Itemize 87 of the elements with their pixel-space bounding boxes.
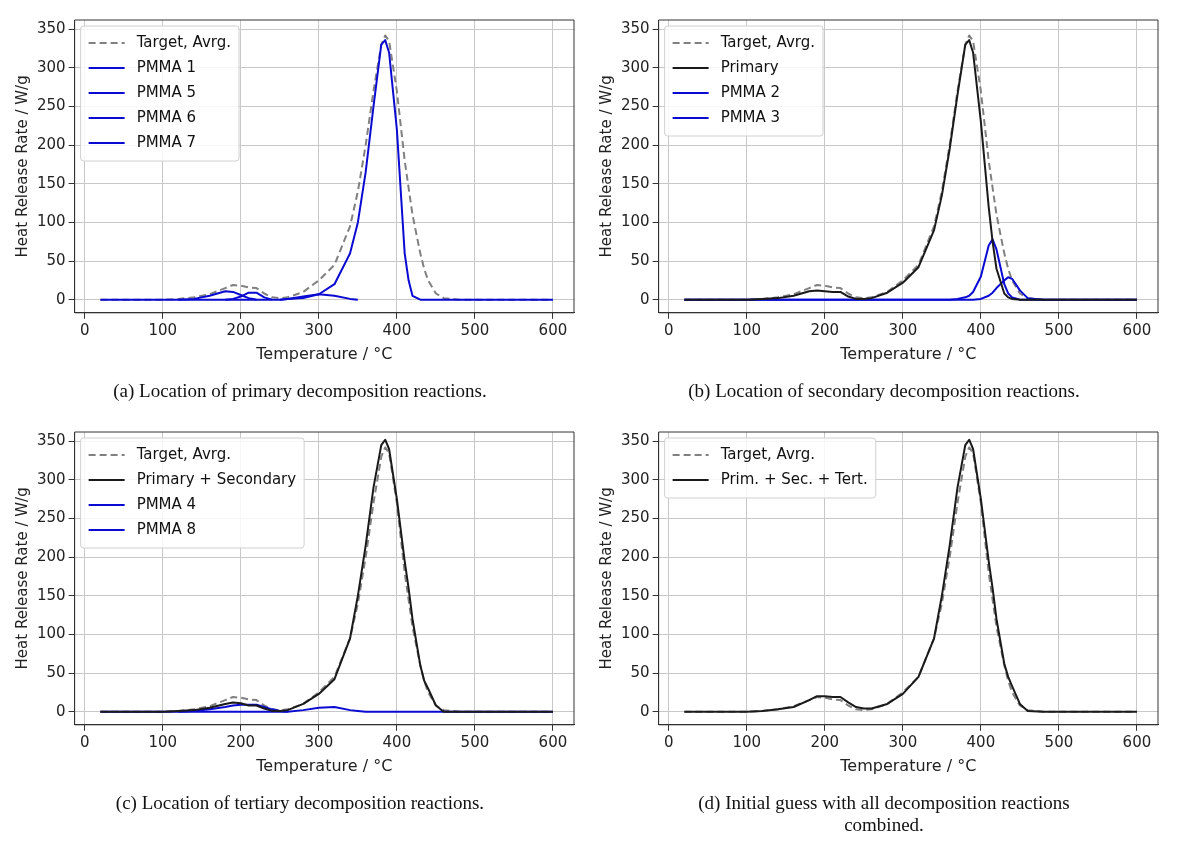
y-tick-label: 100 [36,624,66,643]
legend-label: Prim. + Sec. + Tert. [720,469,868,488]
x-tick-label: 300 [888,732,918,751]
x-tick-label: 400 [382,732,412,751]
y-axis-title: Heat Release Rate / W/g [12,75,31,258]
y-tick-label: 250 [620,96,650,115]
x-axis-title: Temperature / °C [255,343,393,363]
y-axis-title: Heat Release Rate / W/g [596,75,615,258]
y-tick-label: 50 [46,662,66,681]
y-tick-label: 0 [640,701,650,720]
y-tick-label: 300 [620,469,650,488]
x-tick-label: 100 [732,320,762,339]
x-tick-label: 300 [304,732,334,751]
legend-label: Primary [720,57,779,76]
y-tick-label: 350 [36,431,66,450]
x-tick-label: 500 [460,732,490,751]
y-tick-label: 250 [36,96,66,115]
legend-label: PMMA 1 [136,57,197,76]
y-tick-label: 200 [620,135,650,154]
x-tick-label: 500 [460,320,490,339]
text: (b) Location of secondary decomposition reactions. [688,380,1080,402]
y-tick-label: 200 [36,135,66,154]
y-tick-label: 0 [56,701,66,720]
x-tick-label: 500 [1044,320,1074,339]
x-tick-label: 400 [966,320,996,339]
y-axis-title: Heat Release Rate / W/g [596,487,615,670]
y-tick-label: 350 [620,19,650,38]
legend-label: Target, Avrg. [719,444,816,463]
y-tick-label: 300 [36,469,66,488]
x-tick-label: 300 [304,320,334,339]
y-tick-label: 50 [46,250,66,269]
x-tick-label: 0 [80,732,90,751]
y-tick-label: 300 [620,57,650,76]
text: (d) Initial guess with all decomposition reactions combined. [697,792,1071,836]
x-tick-label: 100 [732,732,762,751]
x-tick-label: 0 [664,732,674,751]
y-tick-label: 150 [620,585,650,604]
x-tick-label: 200 [226,732,256,751]
text: (a) Location of primary decomposition reactions. [113,380,487,402]
x-tick-label: 400 [382,320,412,339]
y-tick-label: 250 [36,508,66,527]
y-tick-label: 0 [56,289,66,308]
x-tick-label: 300 [888,320,918,339]
x-tick-label: 100 [148,320,178,339]
y-tick-label: 200 [620,547,650,566]
text: (c) Location of tertiary decomposition reactions. [115,792,485,814]
y-tick-label: 0 [640,289,650,308]
legend-label: Target, Avrg. [135,32,232,51]
x-tick-label: 600 [538,732,568,751]
x-tick-label: 100 [148,732,178,751]
x-axis-title: Temperature / °C [839,755,977,775]
legend-label: Target, Avrg. [135,444,232,463]
y-tick-label: 100 [620,212,650,231]
y-tick-label: 100 [620,624,650,643]
y-axis-title: Heat Release Rate / W/g [12,487,31,670]
y-tick-label: 300 [36,57,66,76]
x-tick-label: 200 [810,320,840,339]
x-tick-label: 0 [80,320,90,339]
y-tick-label: 150 [36,585,66,604]
legend-label: Primary + Secondary [136,469,297,488]
legend-label: PMMA 8 [136,519,197,538]
y-tick-label: 150 [620,173,650,192]
x-axis-title: Temperature / °C [839,343,977,363]
y-tick-label: 100 [36,212,66,231]
y-tick-label: 350 [620,431,650,450]
x-tick-label: 0 [664,320,674,339]
x-tick-label: 200 [810,732,840,751]
x-axis-title: Temperature / °C [255,755,393,775]
legend-label: PMMA 2 [720,82,781,101]
y-tick-label: 250 [620,508,650,527]
y-tick-label: 350 [36,19,66,38]
legend-label: Target, Avrg. [719,32,816,51]
legend-label: PMMA 6 [136,107,197,126]
y-tick-label: 50 [630,662,650,681]
x-tick-label: 600 [1122,732,1152,751]
x-tick-label: 200 [226,320,256,339]
x-tick-label: 600 [1122,320,1152,339]
y-tick-label: 200 [36,547,66,566]
y-tick-label: 50 [630,250,650,269]
y-tick-label: 150 [36,173,66,192]
legend-label: PMMA 4 [136,494,197,513]
legend-label: PMMA 7 [136,132,197,151]
legend-label: PMMA 5 [136,82,197,101]
x-tick-label: 500 [1044,732,1074,751]
x-tick-label: 600 [538,320,568,339]
legend-label: PMMA 3 [720,107,781,126]
x-tick-label: 400 [966,732,996,751]
